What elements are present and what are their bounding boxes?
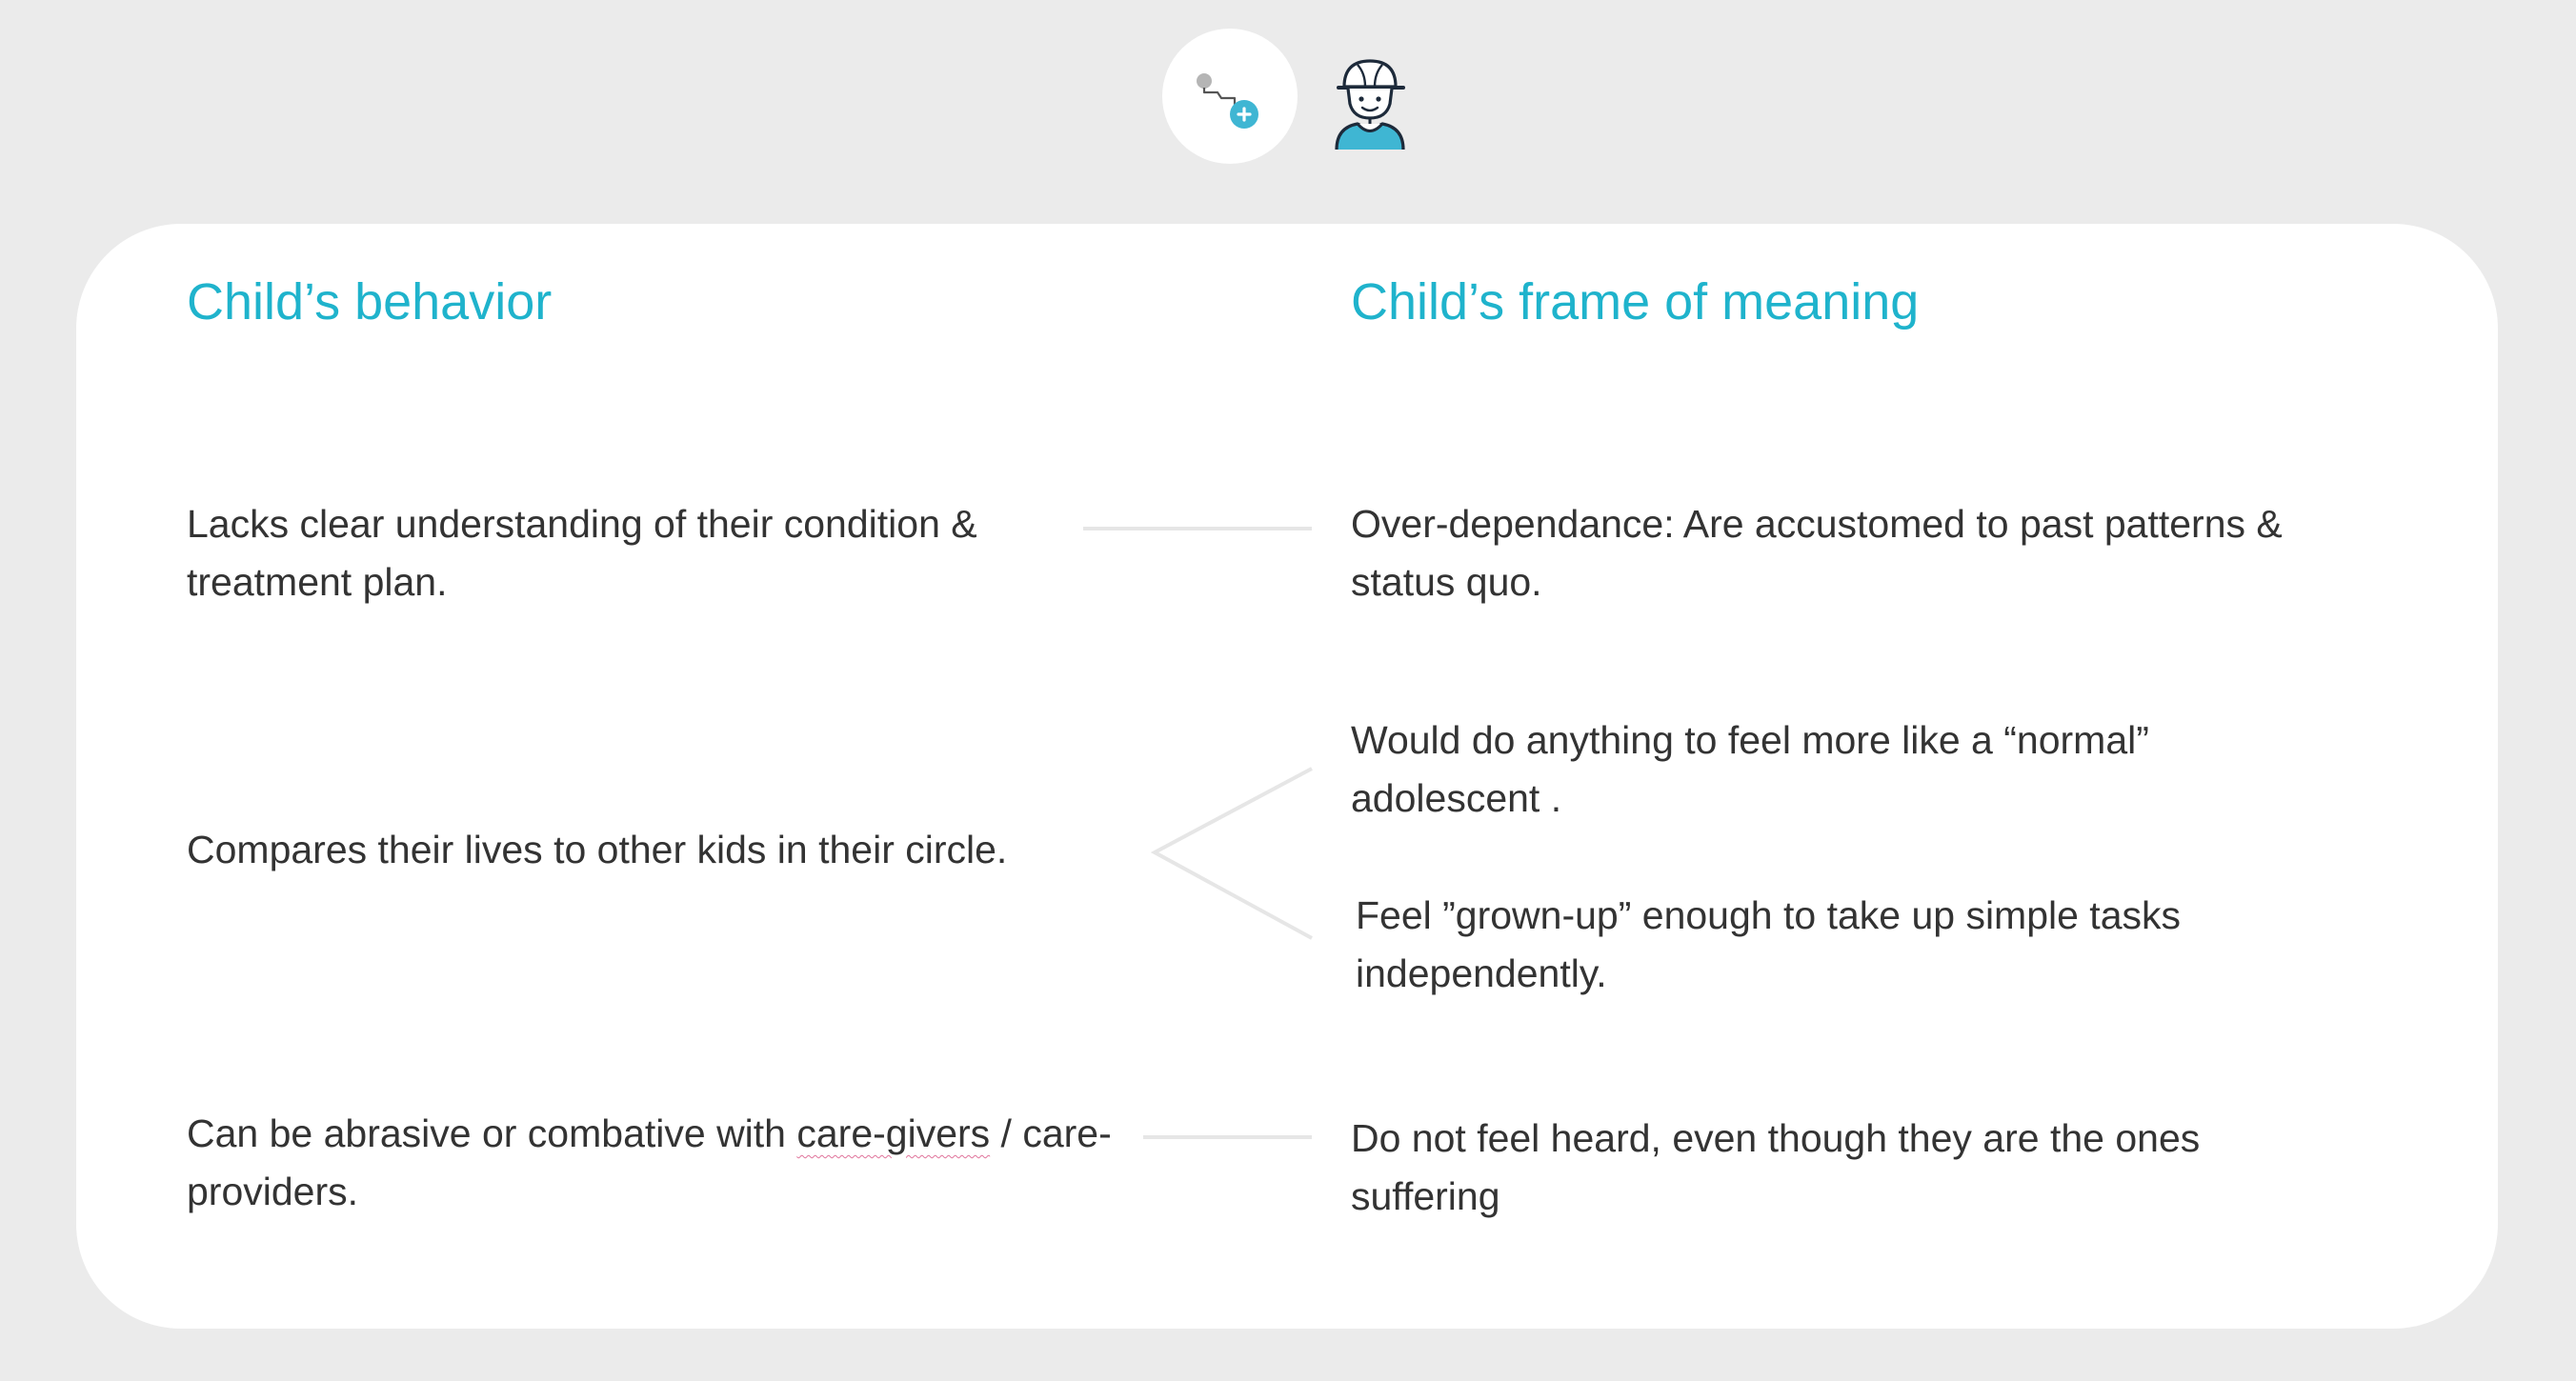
header-icons [0,0,2576,190]
behavior-abrasive-part-2: / care-providers. [187,1111,1112,1213]
heading-childs-behavior: Child’s behavior [187,273,553,330]
meaning-over-dependance: Over-dependance: Are accustomed to past … [1351,502,2283,604]
connector-lines [1083,527,1313,1139]
meaning-not-heard: Do not feel heard, even though they are … [1351,1116,2201,1218]
stethoscope-icon-badge [1162,29,1298,164]
behavior-compares: Compares their lives to other kids in th… [187,828,1008,871]
connector-row-2 [1150,767,1313,940]
heading-childs-frame-of-meaning: Child’s frame of meaning [1351,273,1920,330]
meaning-feel-normal: Would do anything to feel more like a “n… [1351,718,2149,820]
meaning-grown-up: Feel ”grown-up” enough to take up simple… [1356,893,2182,995]
child-icon [1335,59,1405,150]
behavior-abrasive-care-givers: care-givers [796,1111,991,1155]
mapping-card: Child’s behavior Child’s frame of meanin… [76,224,2498,1329]
stethoscope-icon [1197,73,1258,129]
behavior-abrasive-part-1: Can be abrasive or combative with [187,1111,797,1155]
behavior-understanding: Lacks clear understanding of their condi… [187,502,977,604]
behavior-abrasive: Can be abrasive or combative with care-g… [187,1105,1139,1221]
